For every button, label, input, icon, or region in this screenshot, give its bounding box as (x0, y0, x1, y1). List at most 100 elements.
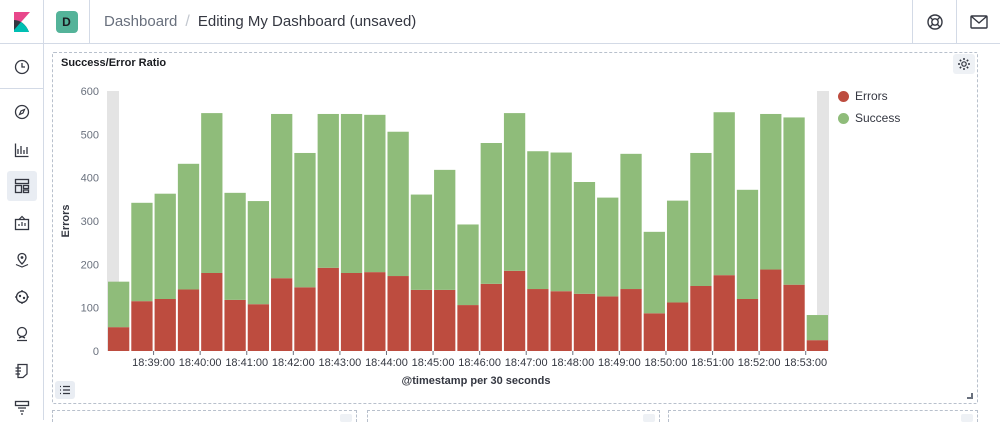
bar-success (410, 194, 433, 290)
bar-success (201, 113, 223, 273)
x-tick-label: 18:40:00 (179, 357, 222, 369)
bar-errors (783, 284, 805, 351)
y-tick-label: 200 (81, 259, 99, 271)
bar-success (783, 117, 805, 285)
bar-errors (457, 305, 479, 351)
lower-panel-2[interactable] (367, 410, 660, 422)
space-selector[interactable]: D (44, 0, 90, 44)
ml-icon (15, 290, 29, 304)
legend-dot-errors (838, 90, 849, 102)
lower-panel-3[interactable] (668, 410, 978, 422)
nav-discover[interactable] (7, 97, 37, 127)
gear-icon[interactable] (643, 414, 655, 422)
panel-options-button[interactable] (953, 54, 975, 74)
y-axis-title: Errors (60, 204, 72, 237)
mail-icon (969, 14, 988, 29)
bar-errors (643, 313, 665, 351)
bar-errors (271, 278, 293, 351)
nav-maps[interactable] (7, 245, 37, 275)
bar-errors (527, 289, 549, 351)
bar-success (573, 182, 596, 294)
bar-success (364, 114, 386, 273)
bar-success (131, 202, 153, 302)
y-tick-label: 400 (81, 173, 99, 185)
nav-apm[interactable] (7, 393, 37, 423)
bar-success (527, 151, 549, 290)
help-lifebuoy-icon (926, 13, 943, 30)
bar-errors (620, 289, 642, 351)
bar-errors (550, 291, 572, 351)
bar-errors (410, 289, 433, 351)
bar-success (480, 143, 502, 284)
bar-success (154, 193, 176, 299)
y-tick-label: 600 (81, 86, 99, 98)
bar-errors (760, 269, 782, 351)
bar-errors (177, 289, 200, 351)
bar-success (690, 152, 712, 286)
nav-canvas[interactable] (7, 208, 37, 238)
legend-item-success[interactable]: Success (838, 107, 900, 129)
nav-visualize[interactable] (7, 135, 37, 165)
gear-icon[interactable] (340, 414, 352, 422)
bar-success (550, 152, 572, 292)
legend-label-success: Success (855, 111, 901, 125)
x-tick-label: 18:50:00 (645, 357, 688, 369)
chart-icon (14, 143, 29, 158)
x-tick-label: 18:42:00 (272, 357, 315, 369)
bar-errors (690, 286, 712, 351)
nav-logs[interactable] (7, 356, 37, 386)
x-tick-label: 18:41:00 (225, 357, 268, 369)
bar-success (503, 113, 526, 271)
dashboard-icon (14, 178, 30, 194)
apm-icon (14, 400, 30, 415)
nav-recently-viewed[interactable] (7, 52, 37, 82)
bar-success (294, 152, 316, 288)
bar-errors (201, 273, 223, 351)
bar-success (643, 231, 665, 314)
bar-errors (434, 289, 456, 351)
y-tick-label: 300 (81, 216, 99, 228)
bar-success (620, 153, 642, 290)
clock-icon (14, 59, 30, 75)
breadcrumb: Dashboard / Editing My Dashboard (unsave… (90, 13, 912, 31)
gear-icon[interactable] (961, 414, 973, 422)
kibana-logo[interactable] (0, 0, 44, 44)
bar-success (434, 169, 456, 290)
x-tick-label: 18:49:00 (598, 357, 641, 369)
bar-errors (154, 299, 176, 351)
x-tick-label: 18:52:00 (738, 357, 781, 369)
bar-success (760, 113, 782, 270)
bar-success (666, 200, 689, 303)
panel-title: Success/Error Ratio (61, 57, 167, 69)
x-tick-label: 18:45:00 (412, 357, 455, 369)
nav-ml[interactable] (7, 282, 37, 312)
bar-errors (806, 340, 828, 351)
x-tick-label: 18:44:00 (365, 357, 408, 369)
list-icon (60, 385, 70, 395)
bar-errors (713, 275, 735, 351)
legend-label-errors: Errors (855, 89, 888, 103)
help-button[interactable] (912, 0, 956, 44)
bar-success (457, 224, 479, 306)
lower-panel-1[interactable] (52, 410, 357, 422)
breadcrumb-dashboard-link[interactable]: Dashboard (104, 13, 178, 30)
canvas-icon (14, 215, 30, 231)
lower-panels-row (52, 410, 978, 422)
x-tick-label: 18:46:00 (458, 357, 501, 369)
bar-success (224, 192, 246, 300)
bar-success (736, 189, 759, 299)
bar-errors (503, 270, 526, 351)
x-tick-label: 18:48:00 (551, 357, 594, 369)
legend-item-errors[interactable]: Errors (838, 85, 900, 107)
gear-icon (958, 58, 970, 70)
bar-success (317, 113, 339, 268)
bar-errors (131, 301, 153, 351)
x-tick-label: 18:53:00 (784, 357, 827, 369)
bar-success (177, 163, 200, 290)
legend-toggle-button[interactable] (55, 381, 75, 399)
newsfeed-button[interactable] (956, 0, 1000, 44)
top-header: D Dashboard / Editing My Dashboard (unsa… (0, 0, 1000, 44)
nav-infrastructure[interactable] (7, 319, 37, 349)
resize-handle[interactable] (967, 393, 973, 399)
nav-dashboard[interactable] (7, 171, 37, 201)
